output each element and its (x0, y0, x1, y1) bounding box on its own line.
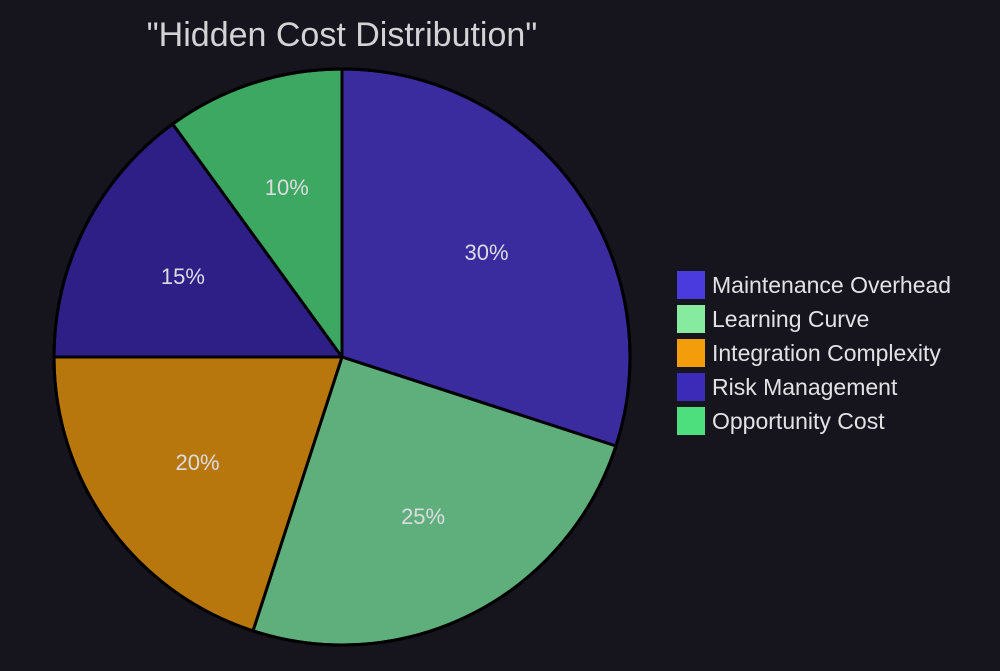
legend-swatch-integration-complexity (677, 339, 705, 367)
slice-label-opportunity-cost: 10% (265, 175, 309, 200)
legend-swatch-risk-management (677, 373, 705, 401)
legend-swatch-learning-curve (677, 305, 705, 333)
legend-label-integration-complexity: Integration Complexity (712, 340, 941, 366)
slice-label-maintenance-overhead: 30% (464, 240, 508, 265)
legend-label-opportunity-cost: Opportunity Cost (712, 408, 885, 434)
slice-label-risk-management: 15% (161, 264, 205, 289)
slice-label-learning-curve: 25% (401, 504, 445, 529)
pie-slice-labels: 30% 25% 20% 15% 10% (161, 175, 509, 529)
chart-title: "Hidden Cost Distribution" (147, 16, 538, 54)
legend: Maintenance Overhead Learning Curve Integr… (677, 271, 951, 435)
pie-outline (52, 67, 632, 647)
legend-swatch-opportunity-cost (677, 407, 705, 435)
legend-label-learning-curve: Learning Curve (712, 306, 869, 332)
legend-label-maintenance-overhead: Maintenance Overhead (712, 272, 951, 298)
legend-label-risk-management: Risk Management (712, 374, 898, 400)
slice-label-integration-complexity: 20% (175, 450, 219, 475)
legend-swatch-maintenance-overhead (677, 271, 705, 299)
pie-slices (52, 67, 632, 647)
